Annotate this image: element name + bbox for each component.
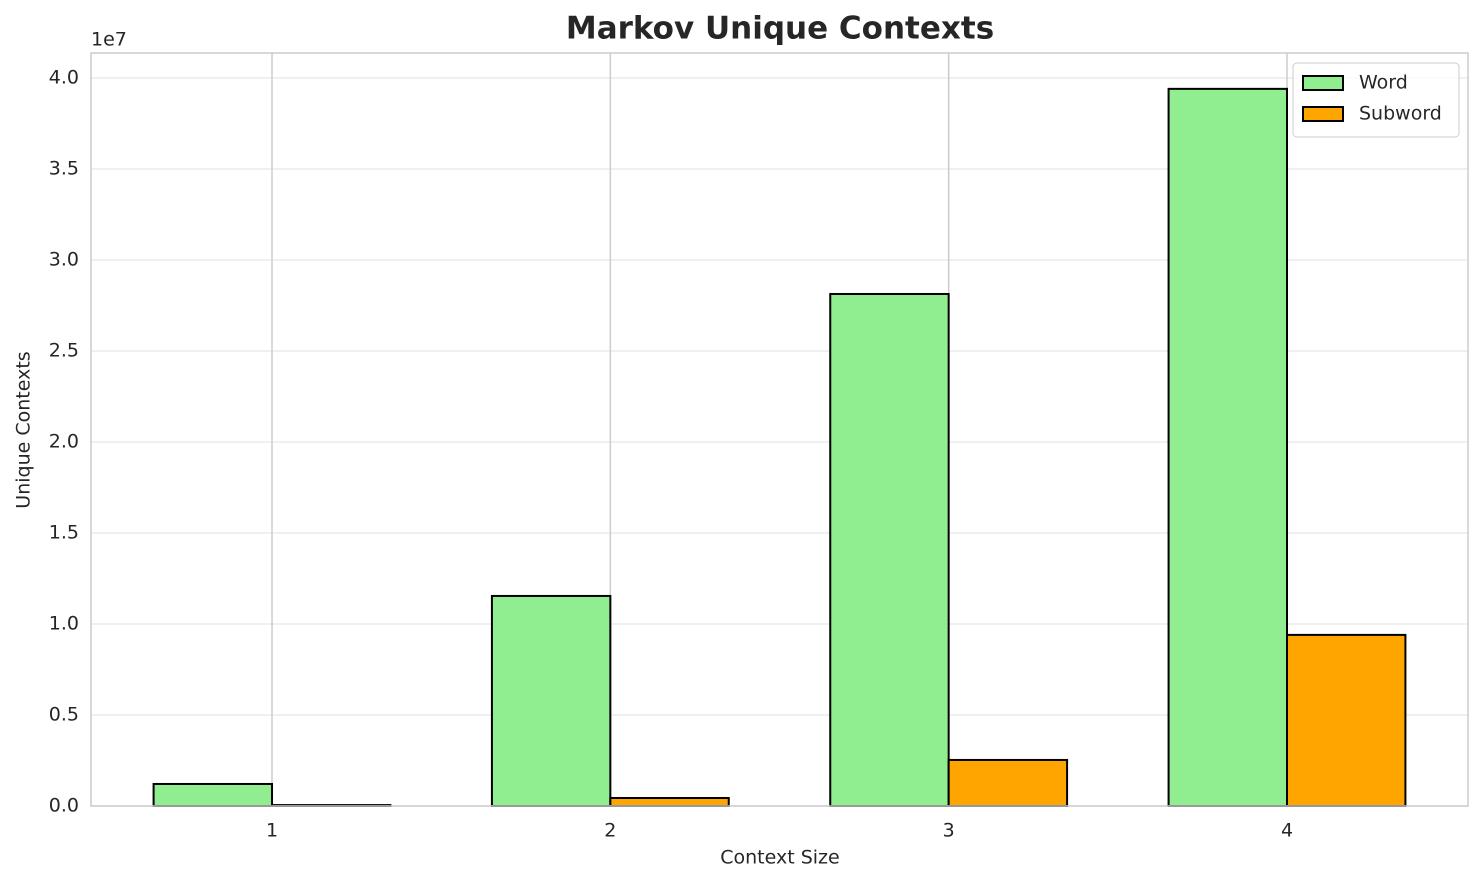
y-tick-label: 2.0 [49,430,79,452]
y-tick-label: 0.5 [49,703,79,725]
x-tick-label: 1 [266,820,278,842]
x-tick-label: 4 [1281,820,1293,842]
y-axis-label: Unique Contexts [13,351,35,508]
legend-label: Subword [1359,103,1442,125]
chart-title: Markov Unique Contexts [566,11,994,47]
bar [829,292,950,807]
y-tick-label: 4.0 [49,66,79,88]
legend-swatch [1302,75,1344,91]
bar [152,782,274,808]
x-tick-label: 2 [604,820,616,842]
plot-frame [90,52,1469,807]
bar [609,796,730,807]
y-tick-label: 0.0 [49,795,79,817]
bar [1167,87,1288,808]
legend-swatch [1302,106,1344,122]
legend-label: Word [1359,72,1408,94]
x-axis-label: Context Size [720,847,839,869]
bar [490,594,612,808]
y-tick-label: 1.0 [49,612,79,634]
x-tick-label: 3 [943,820,955,842]
bar [1285,633,1407,808]
bar [947,758,1069,807]
y-tick-label: 3.5 [49,157,79,179]
y-tick-label: 3.0 [49,248,79,270]
y-tick-label: 2.5 [49,339,79,361]
y-offset-label: 1e7 [91,29,127,51]
y-tick-label: 1.5 [49,521,79,543]
